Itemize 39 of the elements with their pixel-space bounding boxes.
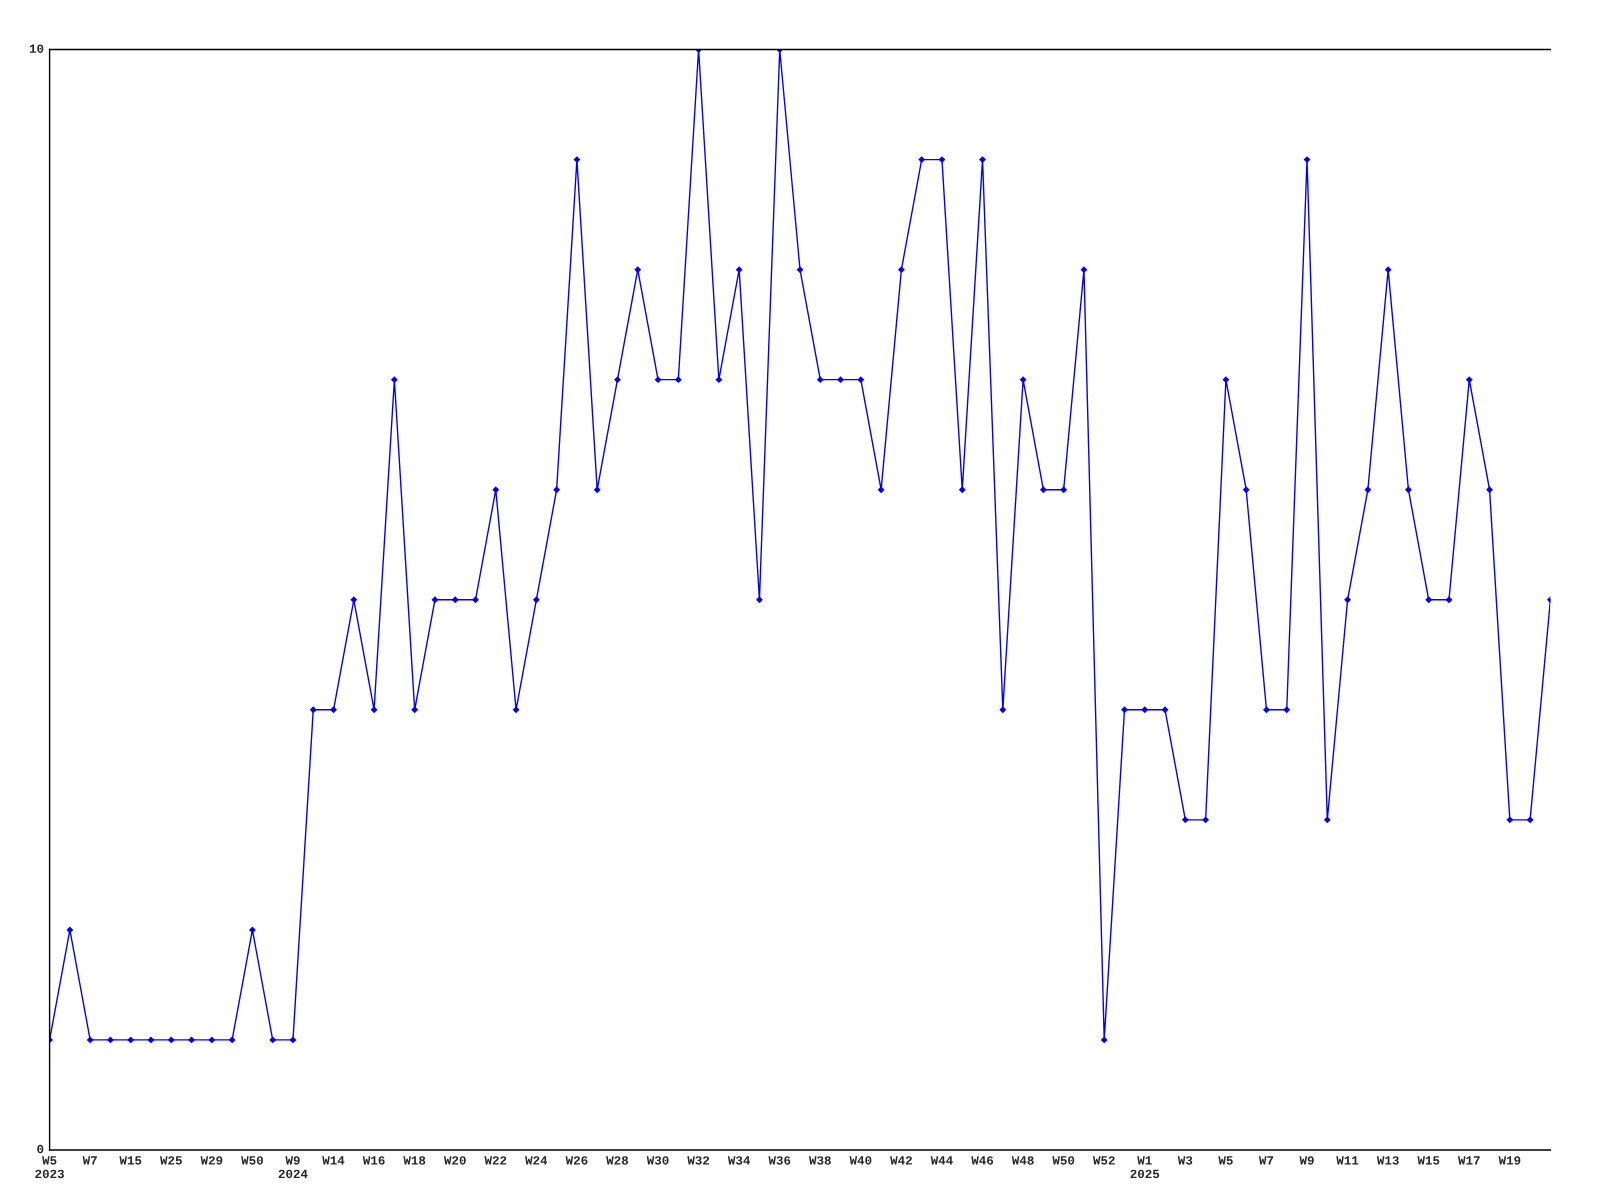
x-tick-label: W48	[1011, 1156, 1034, 1165]
x-tick-label: W18	[403, 1156, 426, 1165]
x-tick-label: W30	[646, 1156, 669, 1165]
y-tick-label: 10	[29, 44, 44, 53]
x-tick-label: W25	[160, 1156, 182, 1165]
x-tick-label: W24	[525, 1156, 548, 1165]
x-tick-label: W29	[200, 1156, 223, 1165]
x-tick-label: W5	[1218, 1156, 1233, 1165]
x-tick-label: W34	[727, 1156, 751, 1165]
x-tick-label: W7	[82, 1156, 97, 1165]
x-tick-label: W38	[809, 1156, 831, 1165]
x-tick-label: W16	[362, 1156, 385, 1165]
x-tick-label: W44	[930, 1156, 953, 1165]
x-tick-label: W50	[241, 1156, 263, 1165]
x-tick-label: W1 2025	[1130, 1156, 1160, 1179]
x-tick-label: W26	[565, 1156, 588, 1165]
x-tick-label: W3	[1177, 1156, 1193, 1165]
x-tick-label: W14	[322, 1156, 345, 1165]
y-tick-label: 0	[37, 1144, 44, 1154]
x-tick-label: W22	[484, 1156, 507, 1165]
x-tick-label: W36	[768, 1156, 791, 1165]
x-tick-label: W15	[1417, 1156, 1440, 1165]
x-tick-label: W32	[687, 1156, 710, 1165]
x-tick-label: W11	[1336, 1156, 1359, 1165]
x-tick-label: W5 2023	[35, 1156, 64, 1179]
x-tick-label: W17	[1458, 1156, 1480, 1165]
x-tick-label: W15	[119, 1156, 142, 1165]
x-tick-label: W40	[849, 1156, 872, 1165]
x-tick-label: W42	[890, 1156, 912, 1165]
x-tick-label: W28	[606, 1156, 629, 1165]
x-tick-label: W13	[1376, 1156, 1399, 1165]
x-tick-label: W9	[1299, 1156, 1314, 1165]
x-tick-label: W19	[1498, 1156, 1521, 1165]
x-tick-label: W50	[1052, 1156, 1075, 1165]
x-tick-label: W7	[1258, 1156, 1274, 1165]
x-tick-label: W46	[971, 1156, 994, 1165]
x-tick-label: W52	[1092, 1156, 1115, 1165]
x-tick-label: W9 2024	[278, 1156, 308, 1179]
x-tick-label: W20	[443, 1156, 466, 1165]
